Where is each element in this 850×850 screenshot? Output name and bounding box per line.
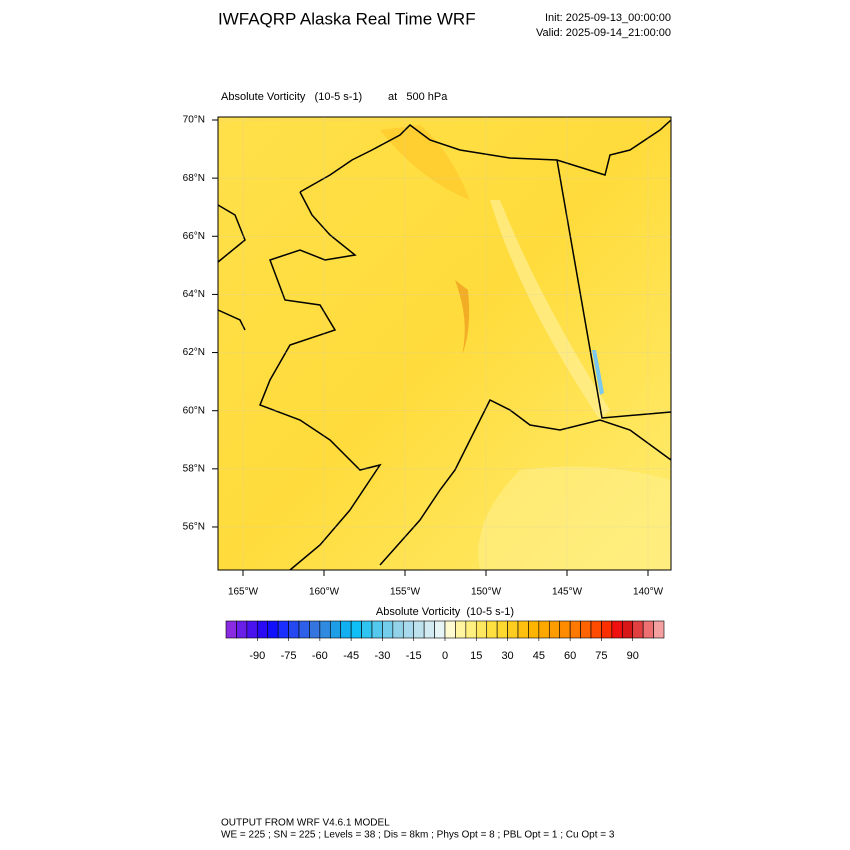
field-shade [380,125,470,200]
colorbar-label: -15 [406,650,422,662]
colorbar-swatch [309,620,321,639]
colorbar-label: 45 [533,650,545,662]
field-shade [592,350,604,395]
colorbar-swatch [548,620,561,639]
colorbar-swatch [517,620,529,639]
field-shade [455,280,470,355]
colorbar-swatch [288,620,300,639]
level: at 500 hPa [388,91,448,103]
colorbar-swatch [392,620,404,639]
colorbar-swatch [382,620,394,639]
colorbar-label: 0 [442,650,448,662]
lon-label: 140°W [633,587,664,598]
colorbar-label: 60 [564,650,576,662]
colorbar-swatch [444,620,456,639]
field-name: Absolute Vorticity (10-5 s-1) [221,91,362,103]
map [217,116,672,571]
colorbar-swatch [236,620,248,639]
lon-label: 165°W [228,587,259,598]
colorbar-label: -75 [281,650,297,662]
colorbar-swatch [340,620,352,639]
colorbar-swatch [528,620,540,639]
colorbar-swatch [267,620,279,639]
lat-label: 56°N [183,522,205,533]
lat-label: 58°N [183,463,205,474]
colorbar-swatch [413,620,425,639]
colorbar-swatch [538,620,550,639]
colorbar-label: 75 [595,650,607,662]
colorbar-swatch [486,620,498,639]
title: IWFAQRP Alaska Real Time WRF [218,9,476,28]
colorbar-swatch [621,620,634,639]
map-frame [217,116,672,571]
colorbar-swatch [350,620,362,639]
colorbar-label: 90 [627,650,639,662]
lat-label: 64°N [183,289,205,300]
colorbar-swatch [277,620,289,639]
colorbar-swatch [632,620,644,639]
colorbar-swatch [496,620,508,639]
colorbar-swatch [580,620,592,639]
colorbar-label: -60 [312,650,328,662]
colorbar-swatch [611,620,623,639]
lon-label: 155°W [390,587,421,598]
colorbar-title: Absolute Vorticity (10-5 s-1) [376,606,514,618]
lat-label: 70°N [183,115,205,126]
coastlines [217,119,672,571]
colorbar-swatch [402,620,415,639]
colorbar-swatch [465,620,477,639]
colorbar-swatch [361,620,373,639]
colorbar-swatch [298,620,310,639]
lon-label: 160°W [309,587,340,598]
colorbar-swatch [559,620,571,639]
colorbar-swatch [246,620,258,639]
footer-line: OUTPUT FROM WRF V4.6.1 MODEL [221,818,390,829]
colorbar-swatch [642,620,654,639]
colorbar-swatch [371,620,383,639]
colorbar-swatch [434,620,446,639]
colorbar-swatch [225,620,237,639]
colorbar-swatch [507,620,519,639]
init-time: Init: 2025-09-13_00:00:00 [545,12,671,24]
field-shade [478,466,671,570]
lon-label: 150°W [471,587,502,598]
colorbar-swatch [329,620,342,639]
colorbar-label: 30 [501,650,513,662]
footer-line: WE = 225 ; SN = 225 ; Levels = 38 ; Dis … [221,830,615,841]
colorbar-swatch [256,620,269,639]
colorbar-swatch [590,620,602,639]
colorbar-label: 15 [470,650,482,662]
colorbar-swatch [319,620,331,639]
colorbar-label: -45 [343,650,359,662]
colorbar-swatch [455,620,467,639]
lat-label: 68°N [183,173,205,184]
colorbar-label: -30 [374,650,390,662]
colorbar-swatch [601,620,613,639]
field-shade [490,200,610,420]
colorbar-swatch [475,620,488,639]
colorbar-swatch [569,620,581,639]
lat-label: 62°N [183,347,205,358]
lon-label: 145°W [552,587,583,598]
lat-label: 66°N [183,231,205,242]
colorbar-swatch [653,620,665,639]
colorbar-label: -90 [249,650,265,662]
colorbar-swatch [423,620,435,639]
lat-label: 60°N [183,405,205,416]
valid-time: Valid: 2025-09-14_21:00:00 [536,27,671,39]
